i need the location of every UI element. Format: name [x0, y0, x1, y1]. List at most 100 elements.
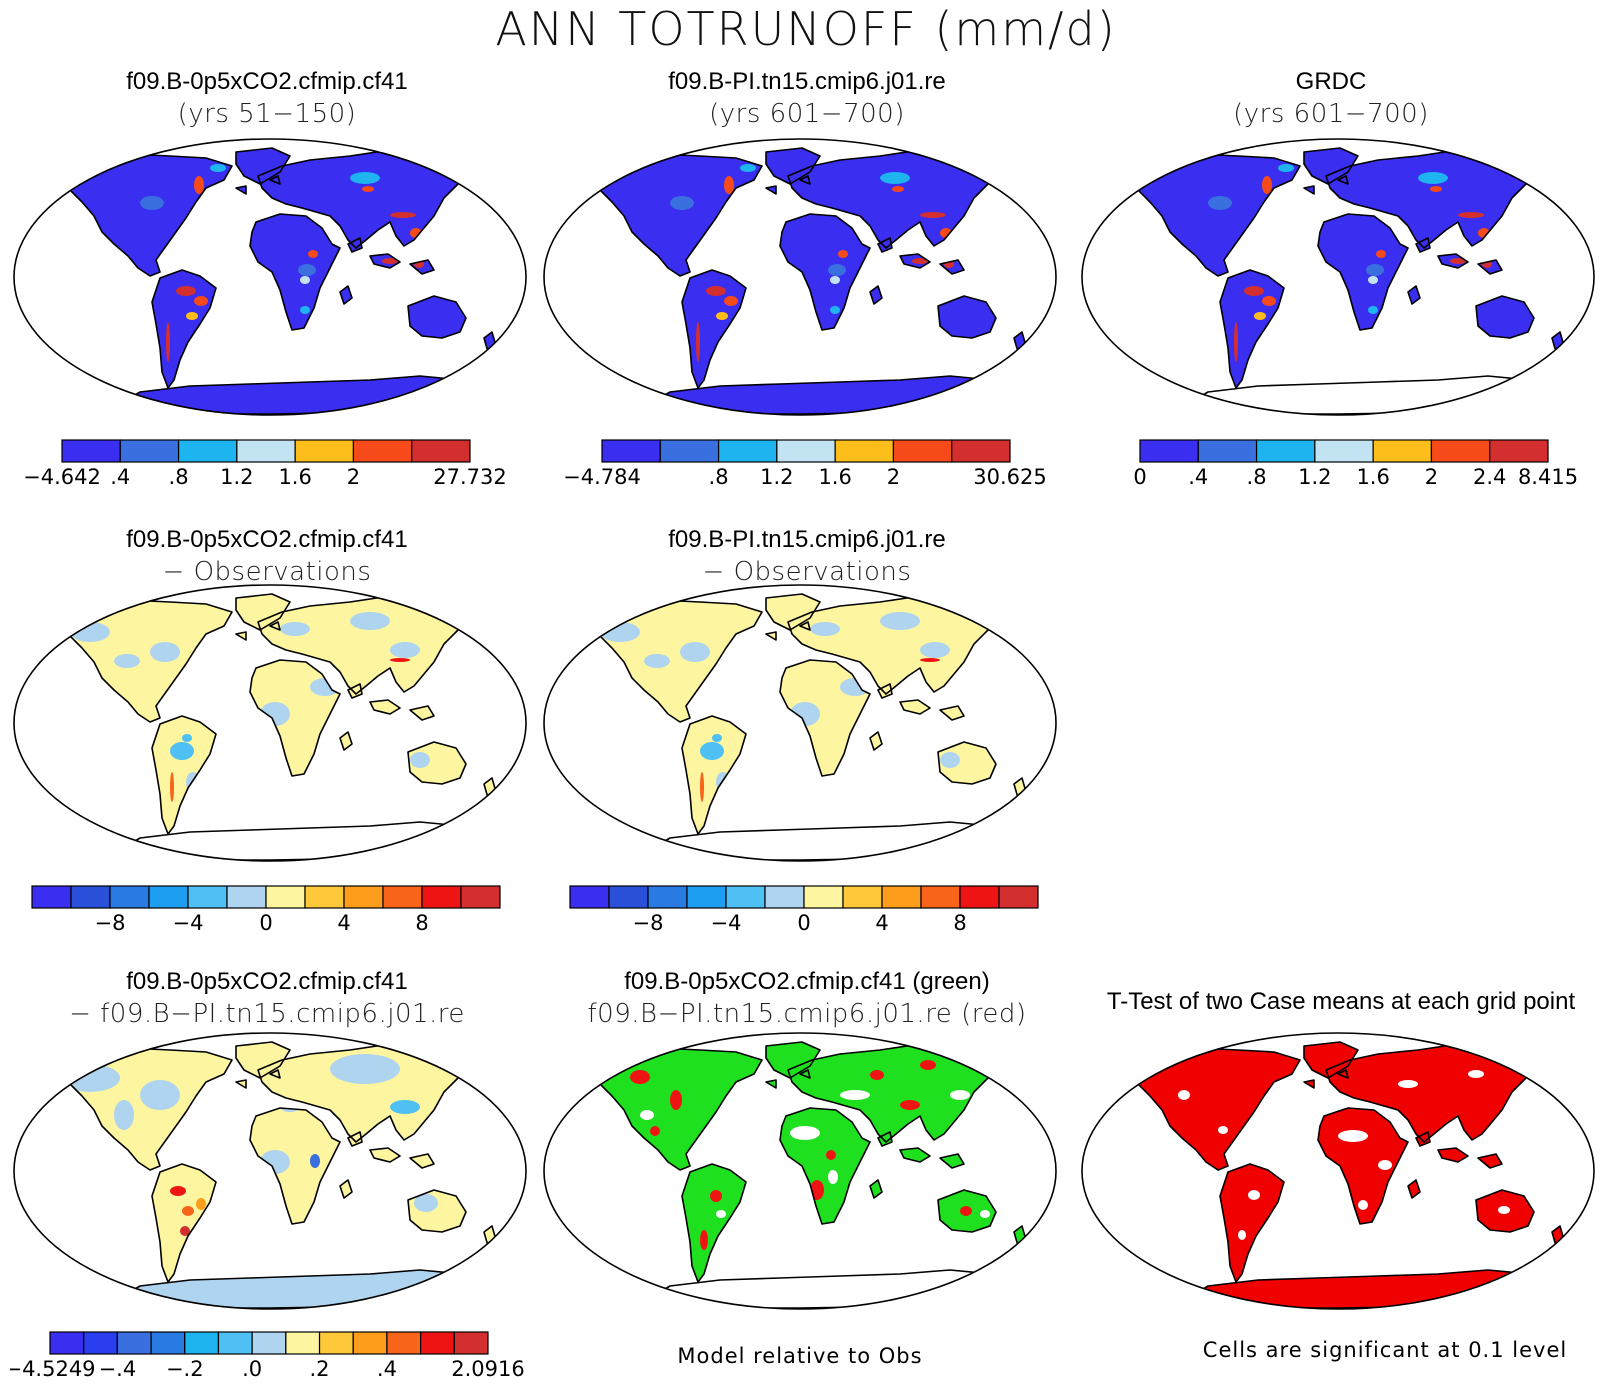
colorbar-box	[569, 885, 610, 909]
field-patch	[298, 264, 316, 276]
coastline-island	[347, 683, 363, 699]
colorbar-tick-label: −4	[711, 911, 742, 935]
colorbar-box	[70, 885, 111, 909]
field-patch	[330, 1054, 400, 1084]
colorbar-tick-label: 1.6	[818, 465, 851, 489]
coastline-antarctica	[1173, 375, 1547, 415]
coastline-island	[1337, 1069, 1349, 1079]
map-border	[1081, 138, 1595, 416]
coastline-south-america	[151, 1163, 217, 1283]
coastline-north-america	[569, 153, 763, 277]
colorbar-tick-label: 2.4	[1473, 465, 1506, 489]
coastline-south-america	[151, 715, 217, 835]
land-greenland	[1304, 148, 1358, 184]
panel-title-1-line1: f09.B-0p5xCO2.cfmip.cf41	[126, 68, 408, 95]
field-patch	[912, 258, 928, 264]
colorbar-box	[119, 439, 180, 463]
map-border	[13, 1032, 527, 1310]
coastline-north-america	[39, 1047, 233, 1171]
field-patch	[716, 1210, 726, 1218]
coastline-greenland	[765, 593, 821, 631]
coastline-island	[1415, 237, 1431, 253]
coastline-australia	[1475, 295, 1535, 339]
field-patch	[630, 1070, 650, 1084]
colorbar-box	[951, 439, 1011, 463]
island-5	[270, 622, 280, 630]
map-panel-5	[543, 584, 1057, 862]
colorbar-box	[1372, 439, 1433, 463]
field-patch	[880, 172, 910, 184]
land-south-america	[152, 716, 216, 834]
colorbar-box	[31, 885, 72, 909]
island-5	[800, 622, 810, 630]
land-eurasia	[258, 596, 468, 694]
coastline-island	[939, 259, 965, 275]
colorbar-box	[382, 885, 423, 909]
note-significance: Cells are significant at 0.1 level	[1202, 1338, 1568, 1362]
land-south-america	[1220, 1164, 1284, 1282]
coastline-island	[1477, 1153, 1503, 1169]
colorbar-tick-label: −8	[633, 911, 664, 935]
field-patch	[1450, 258, 1466, 264]
panel-title-1-line2: (yrs 51−150)	[177, 99, 357, 129]
coastline-island	[799, 175, 811, 185]
colorbar-box	[285, 1331, 321, 1355]
field-patch	[1244, 286, 1264, 296]
coastline-island	[1477, 259, 1503, 275]
field-patch	[170, 742, 194, 760]
coastline-africa	[779, 659, 871, 777]
field-patch	[1430, 186, 1442, 192]
island-2	[1478, 1154, 1502, 1168]
colorbar-box	[998, 885, 1039, 909]
colorbar-4: −8 −4 0 4 8	[31, 885, 501, 935]
colorbar-tick-label: .4	[110, 465, 130, 489]
coastline-island	[409, 1153, 435, 1169]
island-0	[348, 684, 362, 698]
field-patch	[1208, 196, 1232, 210]
coastline-island	[347, 1131, 363, 1147]
field-patch	[1262, 176, 1272, 194]
colorbar-box	[725, 885, 766, 909]
field-patch	[390, 212, 416, 218]
field-patch	[170, 1186, 186, 1196]
colorbar-box	[116, 1331, 152, 1355]
coastline-island	[869, 285, 883, 305]
coastline-africa	[249, 659, 341, 777]
colorbar-box	[83, 1331, 118, 1355]
field-patch	[644, 654, 670, 668]
colorbar-tick-label: −4.642	[23, 465, 101, 489]
colorbar-tick-label: .8	[709, 465, 729, 489]
field-patch	[170, 772, 174, 802]
land-greenland	[766, 594, 820, 630]
island-2	[940, 706, 964, 720]
coastline-south-america	[681, 269, 747, 389]
field-patch	[310, 1154, 320, 1168]
colorbar-box	[1314, 439, 1374, 463]
field-patch	[182, 734, 192, 742]
coastline-australia	[1475, 1189, 1535, 1233]
island-5	[1338, 1070, 1348, 1078]
panel-title-8: T-Test of two Case means at each grid po…	[1076, 986, 1606, 1018]
colorbar-box	[1489, 439, 1549, 463]
island-0	[878, 1132, 892, 1146]
field-patch	[1138, 1066, 1154, 1074]
colorbar-3: 0 .4 .8 1.2 1.6 2 2.4 8.415	[1133, 439, 1578, 489]
land-eurasia	[788, 596, 998, 694]
land-australia	[408, 296, 466, 338]
island-2	[410, 706, 434, 720]
coastline-greenland	[235, 147, 291, 185]
coastline-australia	[937, 1189, 997, 1233]
colorbar-tick-label: .2	[310, 1357, 330, 1381]
colorbar-box	[421, 885, 462, 909]
coastline-island	[1437, 253, 1469, 269]
field-patch	[390, 1100, 420, 1114]
land-greenland	[766, 148, 820, 184]
coastline-antarctica	[105, 821, 479, 861]
colorbar-tick-label: 2	[887, 465, 900, 489]
colorbar-box	[460, 885, 501, 909]
coastline-island	[235, 631, 247, 641]
panel-title-5: f09.B-PI.tn15.cmip6.j01.re − Observation…	[592, 524, 1022, 588]
coastline-greenland	[765, 147, 821, 185]
land-eurasia	[1326, 1044, 1536, 1142]
field-patch	[280, 622, 310, 636]
